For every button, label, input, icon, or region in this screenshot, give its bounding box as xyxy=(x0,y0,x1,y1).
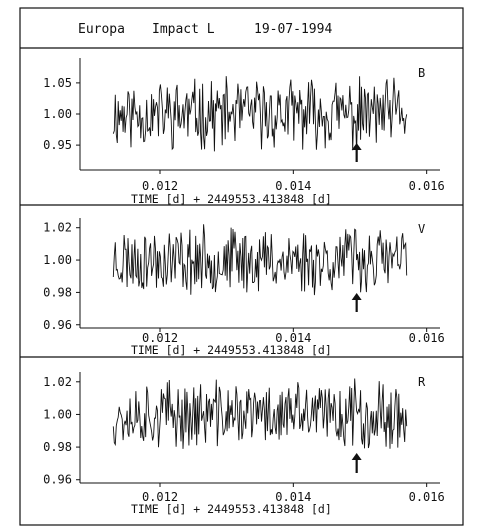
y-ticks-b: 1.05 1.00 0.95 xyxy=(43,76,80,152)
y-tick-label: 1.00 xyxy=(43,107,72,121)
x-tick-label: 0.012 xyxy=(142,331,178,345)
panel-v: V 1.02 1.00 0.98 0.96 0.012 0.014 0.016 TIME … xyxy=(43,218,445,357)
x-tick-label: 0.012 xyxy=(142,179,178,193)
series-line-r xyxy=(112,378,408,449)
y-tick-label: 1.02 xyxy=(43,221,72,235)
series-line-b xyxy=(112,76,408,155)
x-axis-label-r: TIME [d] + 2449553.413848 [d] xyxy=(131,502,332,516)
x-axis-label-v: TIME [d] + 2449553.413848 [d] xyxy=(131,343,332,357)
y-tick-label: 1.00 xyxy=(43,253,72,267)
event-arrow-b xyxy=(351,143,362,162)
panel-b: B 1.05 1.00 0.95 0.012 0.014 0.016 TIME [d] … xyxy=(43,58,445,206)
event-arrow-v xyxy=(351,293,362,312)
y-tick-label: 1.02 xyxy=(43,375,72,389)
y-tick-label: 1.05 xyxy=(43,76,72,90)
header-date: 19-07-1994 xyxy=(254,22,332,37)
y-tick-label: 0.98 xyxy=(43,285,72,299)
x-ticks-r: 0.012 0.014 0.016 xyxy=(142,483,445,504)
band-label-r: R xyxy=(418,375,426,389)
x-tick-label: 0.012 xyxy=(142,490,178,504)
x-tick-label: 0.014 xyxy=(275,179,311,193)
band-label-b: B xyxy=(418,66,425,80)
header-target: Europa xyxy=(78,22,125,37)
y-tick-label: 0.96 xyxy=(43,473,72,487)
x-ticks-b: 0.012 0.014 0.016 xyxy=(142,170,445,193)
band-label-v: V xyxy=(418,222,425,236)
x-tick-label: 0.016 xyxy=(409,179,445,193)
x-tick-label: 0.014 xyxy=(275,490,311,504)
series-line-v xyxy=(112,224,408,296)
y-tick-label: 0.96 xyxy=(43,318,72,332)
x-tick-label: 0.014 xyxy=(275,331,311,345)
y-tick-label: 0.95 xyxy=(43,138,72,152)
y-tick-label: 1.00 xyxy=(43,407,72,421)
y-ticks-r: 1.02 1.00 0.98 0.96 xyxy=(43,375,80,487)
y-tick-label: 0.98 xyxy=(43,440,72,454)
x-tick-label: 0.016 xyxy=(409,490,445,504)
x-axis-label-b: TIME [d] + 2449553.413848 [d] xyxy=(131,192,332,206)
arrow-head xyxy=(351,453,362,460)
x-tick-label: 0.016 xyxy=(409,331,445,345)
arrow-head xyxy=(351,143,362,150)
header: Europa Impact L 19-07-1994 xyxy=(78,22,332,37)
y-ticks-v: 1.02 1.00 0.98 0.96 xyxy=(43,221,80,332)
figure-frame xyxy=(19,7,464,526)
header-event: Impact L xyxy=(152,22,215,37)
panel-r: R 1.02 1.00 0.98 0.96 0.012 0.014 0.016 TIME … xyxy=(43,372,445,516)
x-ticks-v: 0.012 0.014 0.016 xyxy=(142,328,445,345)
arrow-head xyxy=(351,293,362,300)
event-arrow-r xyxy=(351,453,362,473)
